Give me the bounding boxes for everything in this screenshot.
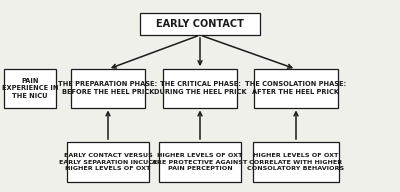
Text: THE PREPARATION PHASE:
BEFORE THE HEEL PRICK: THE PREPARATION PHASE: BEFORE THE HEEL P… (58, 81, 158, 95)
Text: EARLY CONTACT VERSUS
EARLY SEPARATION INCUCE
HIGHER LEVELS OF OXT: EARLY CONTACT VERSUS EARLY SEPARATION IN… (59, 153, 157, 171)
Text: EARLY CONTACT: EARLY CONTACT (156, 19, 244, 29)
FancyBboxPatch shape (253, 142, 339, 182)
FancyBboxPatch shape (163, 69, 237, 108)
FancyBboxPatch shape (71, 69, 145, 108)
FancyBboxPatch shape (159, 142, 241, 182)
Text: HIGHER LEVELS OF OXT
CORRELATE WITH HIGHER
CONSOLATORY BEHAVIORS: HIGHER LEVELS OF OXT CORRELATE WITH HIGH… (248, 153, 344, 171)
Text: THE CONSOLATION PHASE:
AFTER THE HEEL PRICK: THE CONSOLATION PHASE: AFTER THE HEEL PR… (245, 81, 347, 95)
FancyBboxPatch shape (254, 69, 338, 108)
Text: THE CRITICAL PHASE:
DURING THE HEEL PRICK: THE CRITICAL PHASE: DURING THE HEEL PRIC… (154, 81, 246, 95)
Text: HIGHER LEVELS OF OXT
ARE PROTECTIVE AGAINST
PAIN PERCEPTION: HIGHER LEVELS OF OXT ARE PROTECTIVE AGAI… (152, 153, 248, 171)
FancyBboxPatch shape (140, 13, 260, 35)
Text: PAIN
EXPERIENCE IN
THE NICU: PAIN EXPERIENCE IN THE NICU (2, 78, 58, 99)
FancyBboxPatch shape (67, 142, 149, 182)
FancyBboxPatch shape (4, 69, 56, 108)
